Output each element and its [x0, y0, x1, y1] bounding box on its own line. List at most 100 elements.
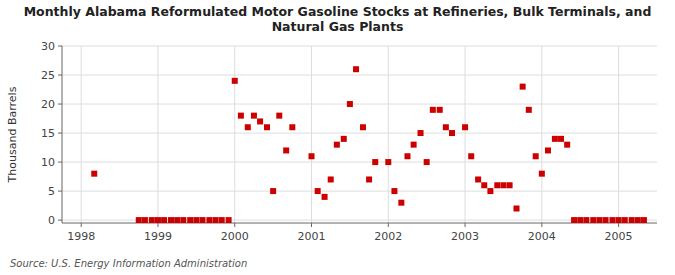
x-grid-line — [157, 46, 158, 223]
point — [174, 217, 180, 223]
x-grid-line — [81, 46, 82, 223]
point — [404, 153, 410, 159]
y-tick-label: 5 — [48, 185, 55, 198]
x-tick-label: 1999 — [144, 230, 172, 243]
point — [334, 142, 340, 148]
point — [398, 200, 404, 206]
y-grid-line — [62, 191, 657, 192]
x-grid-line — [618, 46, 619, 223]
point — [564, 142, 570, 148]
x-tick — [618, 223, 619, 227]
y-tick-label: 15 — [41, 127, 55, 140]
point — [309, 153, 315, 159]
point — [180, 217, 186, 223]
point — [622, 217, 628, 223]
point — [424, 159, 430, 165]
point — [462, 124, 468, 130]
point — [245, 124, 251, 130]
point — [219, 217, 225, 223]
point — [526, 107, 532, 113]
grid — [62, 46, 657, 223]
y-tick — [58, 75, 62, 76]
axes: 0510152025301998199920002001200220032004… — [41, 40, 657, 243]
point — [430, 107, 436, 113]
y-grid-line — [62, 133, 657, 134]
y-tick — [58, 220, 62, 221]
point — [641, 217, 647, 223]
point — [545, 147, 551, 153]
point — [136, 217, 142, 223]
y-grid-line — [62, 162, 657, 163]
point — [590, 217, 596, 223]
point — [341, 136, 347, 142]
point — [161, 217, 167, 223]
x-tick-label: 2003 — [451, 230, 479, 243]
y-tick — [58, 104, 62, 105]
point — [558, 136, 564, 142]
x-tick — [541, 223, 542, 227]
x-tick — [311, 223, 312, 227]
title-line: Natural Gas Plants — [272, 19, 404, 34]
point — [238, 113, 244, 119]
y-axis-line — [62, 46, 63, 223]
point — [609, 217, 615, 223]
x-grid-line — [234, 46, 235, 223]
point — [533, 153, 539, 159]
point — [283, 147, 289, 153]
point — [577, 217, 583, 223]
y-tick — [58, 46, 62, 47]
point — [571, 217, 577, 223]
point — [226, 217, 232, 223]
point — [360, 124, 366, 130]
point — [411, 142, 417, 148]
source: Source: U.S. Energy Information Administ… — [10, 258, 247, 269]
point — [193, 217, 199, 223]
point — [264, 124, 270, 130]
x-tick — [81, 223, 82, 227]
x-grid-line — [465, 46, 466, 223]
point — [481, 182, 487, 188]
point — [149, 217, 155, 223]
title: Monthly Alabama Reformulated Motor Gasol… — [24, 4, 652, 34]
point — [635, 217, 641, 223]
point — [213, 217, 219, 223]
point — [276, 113, 282, 119]
point — [437, 107, 443, 113]
y-tick-label: 0 — [48, 214, 55, 227]
x-tick-label: 2004 — [528, 230, 556, 243]
point — [616, 217, 622, 223]
point — [270, 188, 276, 194]
x-tick-label: 2002 — [374, 230, 402, 243]
x-tick — [388, 223, 389, 227]
x-tick — [465, 223, 466, 227]
point — [514, 205, 520, 211]
point — [385, 159, 391, 165]
x-tick-label: 2000 — [221, 230, 249, 243]
point — [487, 188, 493, 194]
chart: Monthly Alabama Reformulated Motor Gasol… — [0, 0, 675, 275]
y-tick — [58, 133, 62, 134]
y-tick-label: 30 — [41, 40, 55, 53]
point — [596, 217, 602, 223]
point — [347, 101, 353, 107]
y-tick-label: 20 — [41, 98, 55, 111]
point — [187, 217, 193, 223]
point — [353, 66, 359, 72]
point — [328, 176, 334, 182]
point — [507, 182, 513, 188]
point — [583, 217, 589, 223]
point — [315, 188, 321, 194]
points — [91, 66, 647, 223]
point — [552, 136, 558, 142]
point — [199, 217, 205, 223]
x-tick-label: 1998 — [67, 230, 95, 243]
point — [520, 84, 526, 90]
point — [603, 217, 609, 223]
point — [539, 171, 545, 177]
point — [418, 130, 424, 136]
x-grid-line — [541, 46, 542, 223]
x-tick — [234, 223, 235, 227]
point — [168, 217, 174, 223]
y-tick — [58, 191, 62, 192]
point — [372, 159, 378, 165]
